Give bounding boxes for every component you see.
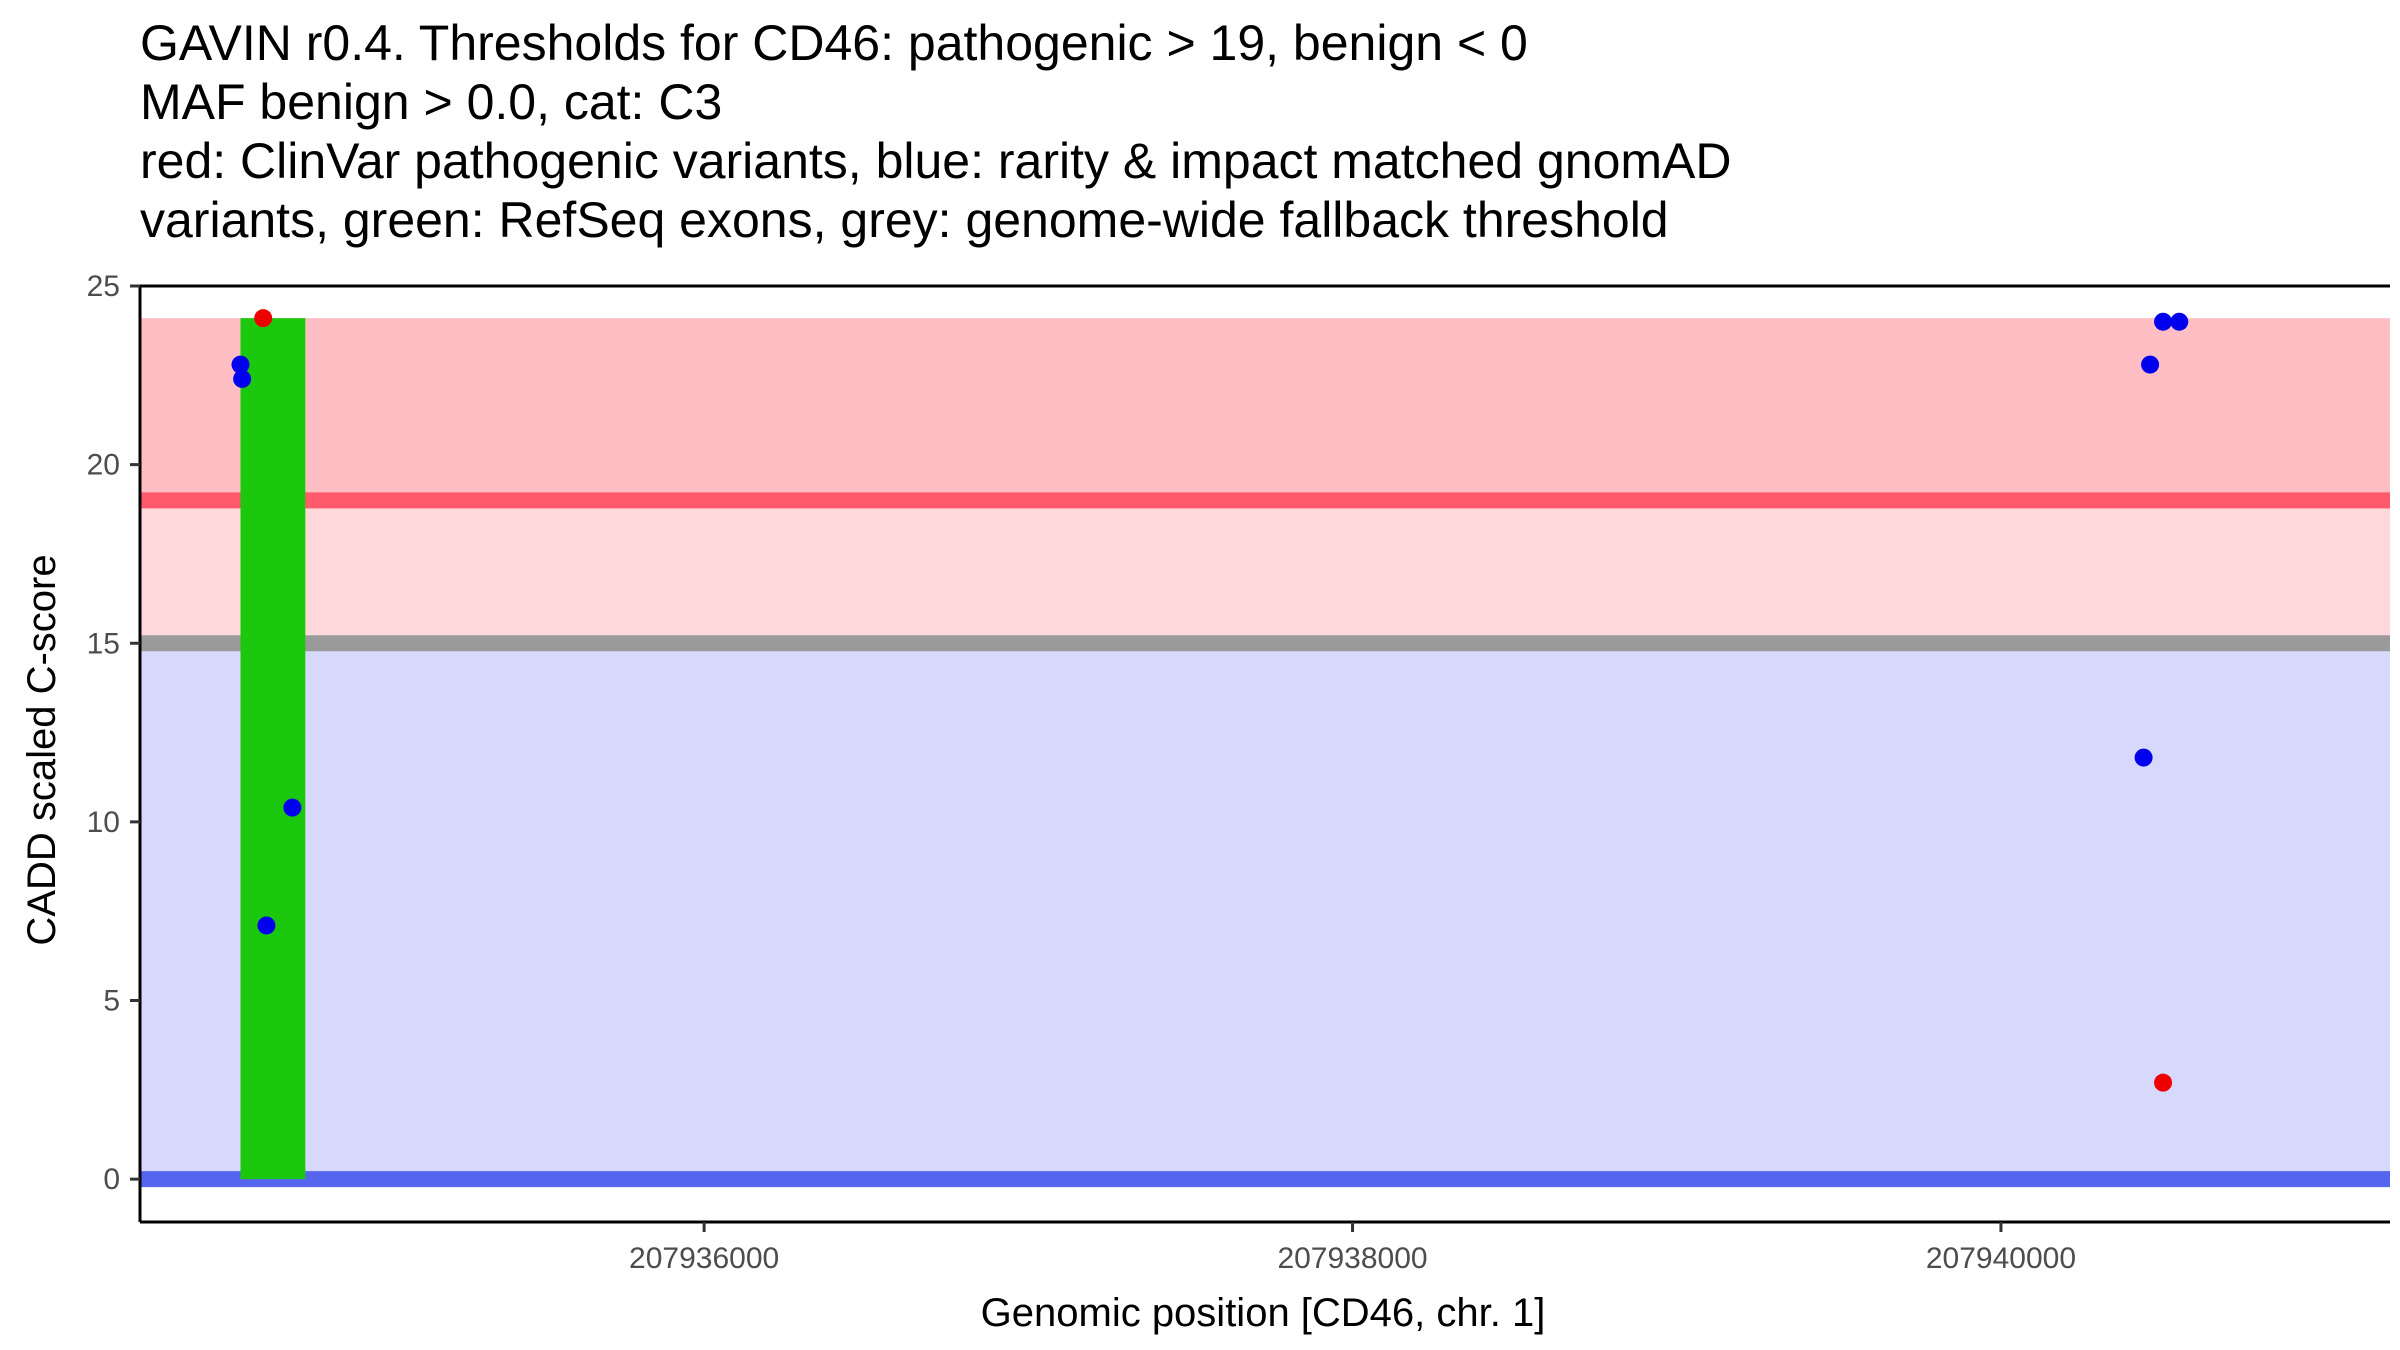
title-line-2: MAF benign > 0.0, cat: C3 (140, 74, 723, 130)
variant-points (231, 309, 2189, 1092)
x-tick-label: 207940000 (1926, 1242, 2076, 1275)
title-line-1: GAVIN r0.4. Thresholds for CD46: pathoge… (140, 15, 1528, 71)
gnomad-point (283, 798, 302, 817)
gnomad-point (231, 355, 250, 374)
exon-bars (240, 318, 306, 1180)
x-tick-label: 207936000 (629, 1242, 779, 1275)
gnomad-point (233, 369, 252, 388)
x-axis-title: Genomic position [CD46, chr. 1] (981, 1291, 1546, 1335)
title-line-4: variants, green: RefSeq exons, grey: gen… (140, 192, 1669, 248)
gnomad-point (2141, 355, 2160, 374)
y-axis-title: CADD scaled C-score (20, 554, 64, 945)
refseq-exon-bar (240, 318, 306, 1180)
y-tick-label: 15 (87, 627, 120, 660)
pathogenic-zone-band (140, 318, 2390, 501)
y-tick-label: 10 (87, 806, 120, 839)
gnomad-point (2134, 748, 2153, 767)
y-tick-label: 20 (87, 449, 120, 482)
clinvar-point (254, 309, 273, 328)
y-tick-label: 0 (103, 1163, 120, 1196)
threshold-lines (140, 492, 2390, 1188)
threshold-bands (140, 318, 2390, 1180)
clinvar-point (2154, 1073, 2173, 1092)
y-tick-label: 5 (103, 985, 120, 1018)
intermediate-zone-band (140, 500, 2390, 644)
axes: 0 5 10 15 20 25 207936000 207938000 207940000 (87, 270, 2390, 1275)
gnomad-point (2154, 312, 2173, 331)
gnomad-point (257, 916, 276, 935)
gnomad-point (2170, 312, 2189, 331)
benign-zone-band (140, 643, 2390, 1180)
chart-title: GAVIN r0.4. Thresholds for CD46: pathoge… (140, 14, 2380, 250)
title-line-3: red: ClinVar pathogenic variants, blue: … (140, 133, 1732, 189)
x-tick-label: 207938000 (1277, 1242, 1427, 1275)
y-tick-label: 25 (87, 270, 120, 303)
